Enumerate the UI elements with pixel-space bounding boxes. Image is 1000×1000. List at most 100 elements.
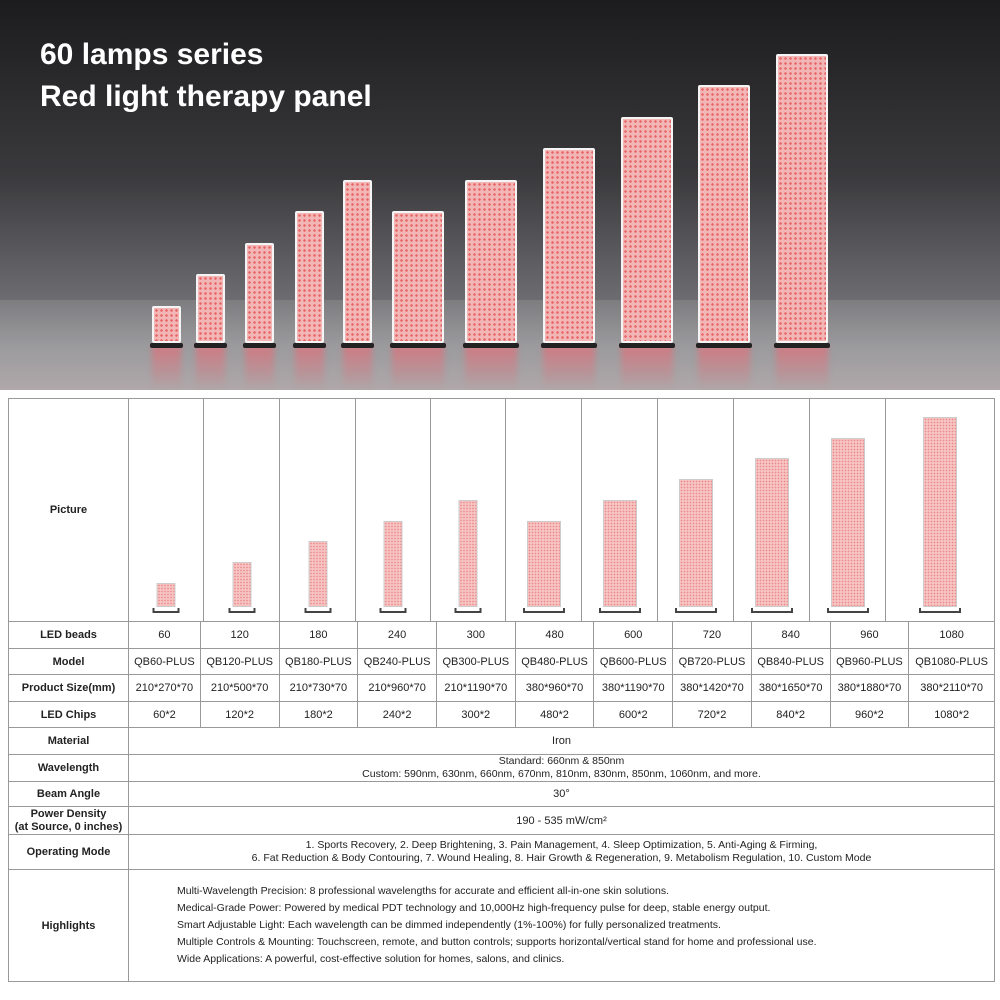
panel-image (830, 438, 865, 607)
panel-reflection (343, 345, 372, 390)
model-cell: QB120-PLUS (199, 648, 280, 675)
product-picture (356, 399, 431, 621)
label-highlights: Highlights (8, 869, 129, 982)
row-led-chips: LED Chips 60*2 120*2 180*2 240*2 300*2 480*2 60… (8, 701, 995, 728)
model-cell: QB720-PLUS (672, 648, 752, 675)
label-power-density: Power Density (at Source, 0 inches) (8, 806, 129, 835)
product-picture (280, 399, 356, 621)
hero-panel (465, 180, 517, 343)
label-led-beads: LED beads (8, 621, 129, 649)
panel-stand (774, 343, 830, 348)
size-cell: 210*270*70 (128, 674, 201, 702)
chips-cell: 1080*2 (908, 701, 995, 728)
panel-image (923, 417, 957, 607)
panel-reflection (543, 345, 595, 390)
model-cell: QB600-PLUS (593, 648, 674, 675)
product-picture (886, 399, 994, 621)
beads-cell: 60 (128, 621, 201, 649)
chips-cell: 600*2 (593, 701, 674, 728)
panel-stand (150, 343, 183, 348)
hero-title-line2: Red light therapy panel (40, 80, 372, 113)
hero-panel (698, 85, 750, 343)
product-picture (658, 399, 734, 621)
label-material: Material (8, 727, 129, 755)
panel-stand (522, 608, 565, 613)
size-cell: 380*1650*70 (750, 674, 831, 702)
label-led-chips: LED Chips (8, 701, 129, 728)
panel-image (678, 479, 713, 607)
product-picture (204, 399, 280, 621)
hero-panel (543, 148, 595, 343)
panel-image (308, 541, 327, 607)
model-cell: QB480-PLUS (514, 648, 595, 675)
panel-reflection (392, 345, 444, 390)
model-cell: QB180-PLUS (278, 648, 359, 675)
beads-cell: 180 (278, 621, 359, 649)
product-picture (506, 399, 582, 621)
label-power-density-line2: (at Source, 0 inches) (14, 820, 123, 833)
label-model: Model (8, 648, 129, 675)
size-cell: 380*960*70 (514, 674, 595, 702)
panel-image (232, 562, 251, 607)
panel-image (383, 521, 403, 607)
row-beam-angle: Beam Angle 30° (8, 781, 995, 807)
row-power-density: Power Density (at Source, 0 inches) 190 … (8, 806, 995, 835)
panel-stand (194, 343, 227, 348)
size-cell: 380*2110*70 (908, 674, 995, 702)
highlight-item: Wide Applications: A powerful, cost-effe… (177, 953, 565, 965)
size-cell: 380*1880*70 (829, 674, 910, 702)
row-material: Material Iron (8, 727, 995, 755)
beads-cell: 1080 (908, 621, 995, 649)
panel-stand (463, 343, 519, 348)
beads-cell: 960 (829, 621, 910, 649)
size-cell: 380*1190*70 (593, 674, 674, 702)
beads-cell: 120 (199, 621, 280, 649)
panel-stand (598, 608, 641, 613)
panel-stand (341, 343, 374, 348)
beads-cell: 240 (357, 621, 437, 649)
panel-stand (919, 608, 961, 613)
row-highlights: Highlights Multi-Wavelength Precision: 8… (8, 869, 995, 982)
model-cell: QB60-PLUS (128, 648, 201, 675)
row-led-beads: LED beads 60 120 180 240 300 480 600 720 840 960 10… (8, 621, 995, 649)
panel-reflection (465, 345, 517, 390)
panel-stand (619, 343, 675, 348)
row-operating-mode: Operating Mode 1. Sports Recovery, 2. De… (8, 834, 995, 870)
panel-image (458, 500, 478, 607)
label-power-density-line1: Power Density (30, 807, 107, 820)
product-picture (431, 399, 506, 621)
hero-title: 60 lamps series Red light therapy panel (40, 34, 372, 118)
panel-reflection (776, 345, 828, 390)
size-cell: 210*500*70 (199, 674, 280, 702)
beads-cell: 480 (514, 621, 595, 649)
row-picture: Picture (8, 398, 995, 622)
power-density-value: 190 - 535 mW/cm² (128, 806, 995, 835)
wavelength-value: Standard: 660nm & 850nm Custom: 590nm, 6… (128, 754, 995, 782)
chips-cell: 120*2 (199, 701, 280, 728)
chips-cell: 300*2 (435, 701, 516, 728)
panel-stand (390, 343, 446, 348)
panel-image (526, 521, 561, 607)
panel-reflection (295, 345, 324, 390)
hero-panel (343, 180, 372, 343)
model-cell: QB840-PLUS (750, 648, 831, 675)
model-cell: QB960-PLUS (829, 648, 910, 675)
hero-panel (152, 306, 181, 343)
highlight-item: Multi-Wavelength Precision: 8 profession… (177, 885, 670, 897)
panel-reflection (698, 345, 750, 390)
panel-stand (379, 608, 407, 613)
panel-stand (674, 608, 717, 613)
chips-cell: 480*2 (514, 701, 595, 728)
label-picture: Picture (8, 398, 129, 622)
panel-reflection (245, 345, 274, 390)
chips-cell: 720*2 (672, 701, 752, 728)
operating-mode-value: 1. Sports Recovery, 2. Deep Brightening,… (128, 834, 995, 870)
row-wavelength: Wavelength Standard: 660nm & 850nm Custo… (8, 754, 995, 782)
hero-panel (621, 117, 673, 343)
highlight-item: Medical-Grade Power: Powered by medical … (177, 902, 771, 914)
panel-stand (152, 608, 180, 613)
model-cell: QB240-PLUS (357, 648, 437, 675)
hero-title-line1: 60 lamps series (40, 38, 264, 71)
beam-angle-value: 30° (128, 781, 995, 807)
size-cell: 380*1420*70 (672, 674, 752, 702)
